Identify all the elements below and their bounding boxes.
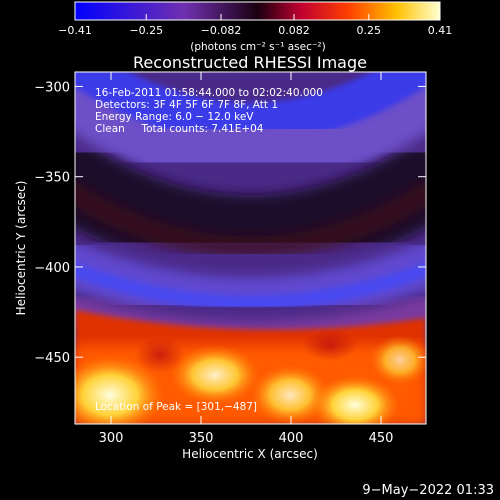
x-tick-label: 300	[99, 431, 124, 446]
y-axis-ticks: −300 −350 −400 −450	[34, 80, 426, 366]
y-tick-label: −350	[34, 171, 70, 186]
colorbar-tick-label: −0.25	[129, 24, 163, 37]
annotation-time: 16-Feb-2011 01:58:44.000 to 02:02:40.000	[95, 87, 323, 99]
colorbar-tick-label: 0.41	[428, 24, 453, 37]
y-tick-label: −300	[34, 80, 70, 95]
colorbar-tick-label: 0.25	[357, 24, 382, 37]
chart-title: Reconstructed RHESSI Image	[133, 53, 367, 72]
annotation-detectors: Detectors: 3F 4F 5F 6F 7F 8F, Att 1	[95, 99, 278, 111]
colorbar-units: (photons cm⁻² s⁻¹ asec⁻²)	[190, 41, 325, 53]
heatmap-image	[75, 72, 426, 424]
x-tick-label: 400	[279, 431, 304, 446]
colorbar-tick-label: −0.082	[201, 24, 242, 37]
x-tick-label: 450	[369, 431, 394, 446]
x-axis-label: Heliocentric X (arcsec)	[182, 447, 318, 461]
x-axis-ticks: 300 350 400 450	[99, 72, 394, 446]
annotation-energy: Energy Range: 6.0 − 12.0 keV	[95, 111, 254, 123]
colorbar-ticks: −0.41 −0.25 −0.082 0.082 0.25 0.41	[58, 14, 452, 37]
peak-location-label: Location of Peak = [301,−487]	[95, 401, 257, 413]
plot-frame	[74, 71, 427, 425]
colorbar-tick-label: 0.082	[278, 24, 310, 37]
x-tick-label: 350	[189, 431, 214, 446]
y-tick-label: −400	[34, 261, 70, 276]
colorbar-tick-label: −0.41	[58, 24, 92, 37]
colorbar	[74, 1, 441, 21]
y-axis-label: Heliocentric Y (arcsec)	[14, 181, 28, 316]
footer-date: 9−May−2022 01:33	[362, 483, 494, 498]
y-tick-label: −450	[34, 351, 70, 366]
annotation-counts: Clean Total counts: 7.41E+04	[95, 123, 264, 135]
